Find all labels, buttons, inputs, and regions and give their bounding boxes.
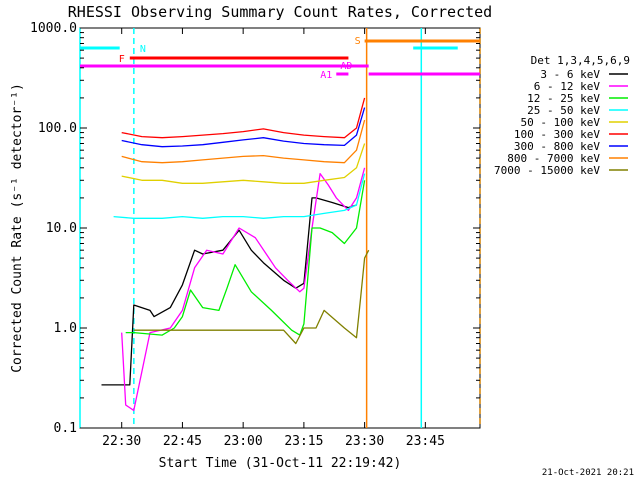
y-tick-label: 0.1 (54, 421, 77, 436)
y-axis-label: Corrected Count Rate (s⁻¹ detector⁻¹) (10, 83, 25, 373)
x-tick-label: 22:45 (163, 434, 202, 449)
legend-title: Det 1,3,4,5,6,9 (531, 54, 630, 67)
legend-entry-label: 3 - 6 keV (540, 68, 600, 81)
y-tick-label: 1000.0 (30, 21, 77, 36)
series-line-4 (113, 173, 366, 219)
flag-label-f: F (119, 54, 125, 65)
flag-label-a1: A1 (320, 70, 332, 81)
x-tick-label: 22:30 (102, 434, 141, 449)
legend-entry-label: 25 - 50 keV (527, 104, 600, 117)
flag-label-n: N (140, 44, 146, 55)
y-tick-label: 10.0 (46, 221, 77, 236)
legend-entry-label: 6 - 12 keV (534, 80, 601, 93)
series-line-6 (121, 97, 366, 139)
series-line-7 (121, 107, 366, 148)
x-axis-label: Start Time (31-Oct-11 22:19:42) (159, 456, 402, 471)
legend-entry-label: 12 - 25 keV (527, 92, 600, 105)
series-line-5 (121, 143, 366, 184)
flag-label-ad: AD (340, 61, 352, 72)
legend-entry-label: 300 - 800 keV (514, 140, 600, 153)
legend-entry-label: 100 - 300 keV (514, 128, 600, 141)
y-tick-label: 1.0 (54, 321, 77, 336)
data-series (101, 97, 370, 412)
legend-entry-label: 50 - 100 keV (521, 116, 601, 129)
axes: 22:30 22:45 23:00 23:15 23:30 23:45 0.1 1.0 10.0… (30, 21, 480, 449)
series-line-3 (125, 180, 366, 336)
series-line-9 (133, 249, 370, 345)
legend-entry-label: 800 - 7000 keV (507, 152, 600, 165)
flag-label-s: S (355, 36, 361, 47)
x-tick-label: 23:30 (345, 434, 384, 449)
footer-date: 21-Oct-2021 20:21 (542, 468, 634, 478)
chart-title: RHESSI Observing Summary Count Rates, Co… (68, 3, 492, 21)
legend-entry-label: 7000 - 15000 keV (494, 164, 600, 177)
x-tick-label: 23:45 (406, 434, 445, 449)
x-tick-label: 23:15 (284, 434, 323, 449)
x-tick-label: 23:00 (224, 434, 263, 449)
flag-bars: N F S AD A1 (80, 36, 480, 81)
series-line-8 (121, 119, 366, 164)
y-tick-label: 100.0 (38, 121, 77, 136)
